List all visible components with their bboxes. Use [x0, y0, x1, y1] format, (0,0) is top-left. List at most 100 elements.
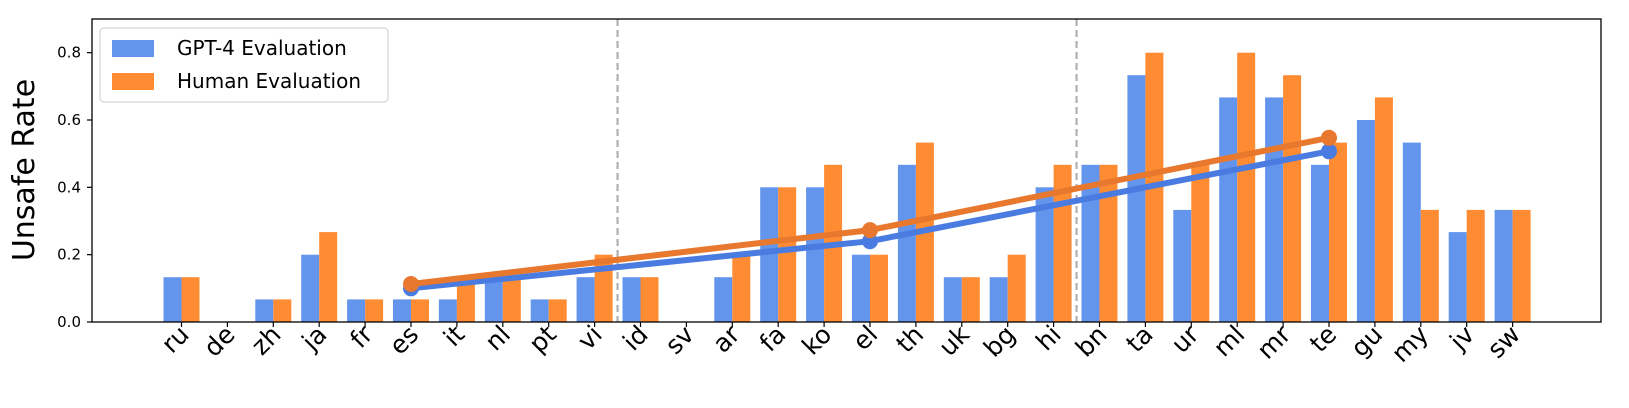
gpt4-bar-bn — [1081, 164, 1100, 322]
human-bar-fr — [365, 299, 384, 322]
x-tick-label-id: id — [617, 320, 654, 357]
x-tick-label-nl: nl — [479, 320, 516, 357]
gpt4-bar-it — [438, 299, 457, 322]
gpt4-bar-ta — [1127, 75, 1146, 322]
gpt4-bar-id — [622, 277, 641, 322]
x-tick-label-ja: ja — [295, 320, 332, 357]
human-bar-bn — [1099, 164, 1118, 322]
gpt4-bar-fa — [760, 187, 779, 322]
gpt4-bar-pt — [530, 299, 549, 322]
x-tick-label-ko: ko — [796, 320, 837, 361]
gpt4-bar-nl — [484, 277, 503, 322]
x-tick-label-fa: fa — [754, 320, 792, 358]
gpt4-bar-ar — [714, 277, 733, 322]
human-bar-es — [411, 299, 429, 322]
human-trend-point-el — [862, 222, 878, 239]
human-trend-point-te — [1321, 129, 1337, 146]
x-tick-label-el: el — [847, 320, 883, 356]
y-tick-label-3: 0.6 — [57, 111, 81, 129]
gpt4-bar-jv — [1448, 232, 1467, 322]
x-tick-label-ru: ru — [156, 320, 195, 359]
gpt4-bar-el — [852, 254, 870, 322]
human-bar-bg — [1007, 254, 1026, 322]
x-tick-label-gu: gu — [1345, 320, 1388, 363]
y-tick-label-1: 0.2 — [57, 246, 81, 264]
gpt4-bar-ko — [806, 187, 825, 322]
human-bar-nl — [502, 277, 521, 322]
human-bar-ar — [732, 254, 751, 322]
gpt4-bar-ur — [1173, 209, 1192, 322]
gpt4-bar-bg — [989, 277, 1008, 322]
x-tick-label-it: it — [438, 320, 470, 352]
human-bar-gu — [1374, 97, 1393, 323]
human-bar-zh — [273, 299, 292, 322]
y-tick-label-2: 0.4 — [57, 178, 81, 196]
gpt4-legend-label: GPT-4 Evaluation — [177, 36, 347, 60]
y-axis: 0.0 0.2 0.4 0.6 0.8 — [57, 44, 92, 331]
human-legend-label: Human Evaluation — [177, 69, 361, 93]
x-tick-label-jv: jv — [1443, 320, 1480, 357]
y-tick-label-0: 0.0 — [57, 313, 81, 331]
x-tick-label-ur: ur — [1166, 319, 1205, 358]
plot-frame — [91, 18, 1602, 323]
gpt4-legend-swatch — [112, 40, 154, 57]
gpt4-bar-mr — [1265, 97, 1284, 323]
x-tick-label-bn: bn — [1070, 320, 1113, 363]
human-bar-ja — [319, 232, 338, 322]
gpt4-bar-hi — [1035, 187, 1054, 322]
x-tick-label-mr: mr — [1251, 319, 1297, 365]
trend-lines — [403, 129, 1337, 297]
x-tick-label-de: de — [198, 320, 241, 363]
x-tick-label-bg: bg — [978, 320, 1021, 363]
x-tick-label-hi: hi — [1030, 320, 1067, 357]
human-bar-id — [640, 277, 659, 322]
human-bar-ru — [181, 277, 200, 322]
x-tick-label-sw: sw — [1482, 320, 1526, 364]
human-bar-mr — [1283, 75, 1302, 322]
human-bar-fa — [778, 187, 797, 322]
x-tick-label-vi: vi — [572, 320, 608, 356]
gpt4-trend-point-te — [1321, 143, 1337, 160]
gpt4-bar-sw — [1494, 209, 1513, 322]
x-tick-label-ml: ml — [1208, 320, 1251, 363]
y-tick-label-4: 0.8 — [57, 44, 81, 62]
human-bar-it — [456, 277, 475, 322]
gpt4-bar-th — [897, 164, 916, 322]
y-axis-label: Unsafe Rate — [7, 79, 42, 261]
human-legend-swatch — [112, 73, 154, 90]
x-axis: ru de zh ja fr es it nl pt vi id sv ar fa ko el th uk bg hi… — [156, 319, 1526, 368]
human-bar-te — [1329, 142, 1347, 322]
gpt4-bar-fr — [347, 299, 366, 322]
x-tick-label-fr: fr — [344, 319, 379, 354]
legend: GPT-4 Evaluation Human Evaluation — [99, 27, 389, 103]
gpt4-trend-point-el — [862, 233, 878, 250]
gpt4-bar-vi — [576, 277, 595, 322]
x-tick-label-te: te — [1304, 320, 1342, 358]
gpt4-bar-ru — [163, 277, 182, 322]
human-bar-my — [1420, 209, 1439, 322]
human-bar-uk — [961, 277, 980, 322]
gpt4-bar-ja — [301, 254, 320, 322]
human-bar-pt — [548, 299, 567, 322]
x-tick-label-es: es — [384, 320, 425, 361]
human-bar-ur — [1191, 164, 1210, 322]
gpt4-bar-my — [1402, 142, 1421, 322]
x-tick-label-th: th — [890, 320, 929, 359]
gpt4-bar-ml — [1219, 97, 1238, 323]
human-bar-sw — [1512, 209, 1531, 322]
gpt4-bar-uk — [943, 277, 962, 322]
x-tick-label-uk: uk — [933, 319, 975, 361]
human-bar-el — [870, 254, 888, 322]
gpt4-bar-es — [393, 299, 411, 322]
bars-layer — [163, 52, 1531, 323]
human-trend-point-es — [403, 276, 419, 292]
x-tick-label-ar: ar — [707, 319, 746, 358]
x-tick-label-pt: pt — [523, 320, 562, 359]
x-tick-label-sv: sv — [659, 320, 699, 360]
gpt4-bar-gu — [1356, 120, 1375, 322]
human-bar-ml — [1237, 52, 1256, 322]
human-bar-jv — [1466, 209, 1485, 322]
gpt4-bar-zh — [255, 299, 274, 322]
